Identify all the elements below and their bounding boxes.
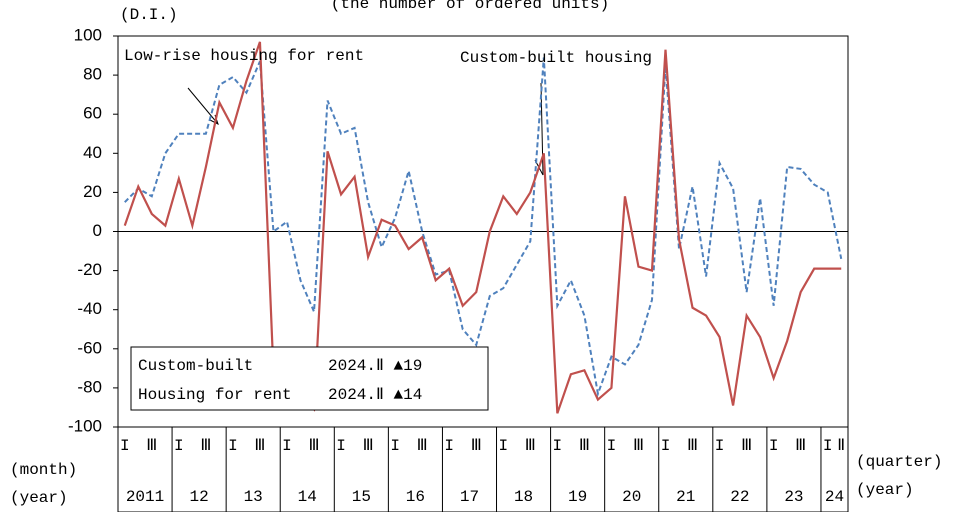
series-line xyxy=(123,41,842,414)
x-tick-label: Ⅲ xyxy=(687,437,698,455)
x-tick-label: I xyxy=(120,437,130,455)
annotation: Low-rise housing for rent xyxy=(124,47,364,65)
x-tick-label: I xyxy=(553,437,563,455)
y-tick-label: -100 xyxy=(68,416,102,435)
legend-text: Housing for rent xyxy=(138,386,292,404)
year-label: 18 xyxy=(514,488,533,506)
year-label: 24 xyxy=(825,488,844,506)
x-tick-label: I xyxy=(607,437,617,455)
x-tick-label: Ⅲ xyxy=(795,437,806,455)
x-label: (month) xyxy=(10,461,77,479)
y-tick-label: -60 xyxy=(77,338,102,357)
x-tick-label: I xyxy=(444,437,454,455)
x-label: (quarter) xyxy=(856,453,942,471)
x-tick-label: Ⅲ xyxy=(309,437,320,455)
x-tick-label: Ⅲ xyxy=(633,437,644,455)
year-label: 20 xyxy=(622,488,641,506)
x-tick-label: I xyxy=(282,437,292,455)
x-label: (year) xyxy=(856,481,914,499)
x-tick-label: I xyxy=(228,437,238,455)
x-tick-label: I xyxy=(390,437,400,455)
y-tick-label: 20 xyxy=(83,182,102,201)
y-tick-label: 60 xyxy=(83,104,102,123)
year-label: 21 xyxy=(676,488,695,506)
x-tick-label: I xyxy=(174,437,184,455)
legend-text: 2024.Ⅱ ▲19 xyxy=(328,357,422,375)
legend-text: Custom-built xyxy=(138,357,253,375)
x-tick-label: Ⅲ xyxy=(254,437,265,455)
x-tick-label: Ⅲ xyxy=(525,437,536,455)
x-tick-label: Ⅲ xyxy=(579,437,590,455)
y-tick-label: -40 xyxy=(77,299,102,318)
x-tick-label: I xyxy=(823,437,833,455)
y-tick-label: 40 xyxy=(83,143,102,162)
year-label: 16 xyxy=(406,488,425,506)
year-label: 14 xyxy=(298,488,317,506)
x-tick-label: I xyxy=(336,437,346,455)
x-tick-label: Ⅲ xyxy=(471,437,482,455)
x-tick-label: Ⅲ xyxy=(363,437,374,455)
y-tick-label: 100 xyxy=(74,25,102,44)
series-line xyxy=(124,57,843,398)
year-label: 13 xyxy=(244,488,263,506)
x-label: (year) xyxy=(10,489,68,507)
x-tick-label: Ⅲ xyxy=(417,437,428,455)
x-tick-label: Ⅲ xyxy=(146,437,157,455)
y-tick-label: -20 xyxy=(77,260,102,279)
year-label: 12 xyxy=(190,488,209,506)
x-tick-label: I xyxy=(661,437,671,455)
year-label: 2011 xyxy=(126,488,164,506)
x-tick-label: I xyxy=(769,437,779,455)
axis-table xyxy=(117,426,849,512)
year-label: 22 xyxy=(730,488,749,506)
year-label: 19 xyxy=(568,488,587,506)
y-axis-label: (D.I.) xyxy=(120,6,178,24)
legend-box xyxy=(130,346,489,411)
chart-title: (the number of ordered units) xyxy=(331,0,609,13)
y-tick-label: 0 xyxy=(93,221,102,240)
x-tick-label: Ⅱ xyxy=(837,437,845,455)
annotation: Custom-built housing xyxy=(460,49,652,67)
year-label: 17 xyxy=(460,488,479,506)
x-tick-label: Ⅲ xyxy=(741,437,752,455)
legend-text: 2024.Ⅱ ▲14 xyxy=(328,386,422,404)
y-tick-label: -80 xyxy=(77,377,102,396)
annotation-arrow xyxy=(187,87,219,125)
year-label: 15 xyxy=(352,488,371,506)
year-label: 23 xyxy=(784,488,803,506)
x-tick-label: I xyxy=(498,437,508,455)
x-tick-label: Ⅲ xyxy=(200,437,211,455)
x-tick-label: I xyxy=(715,437,725,455)
y-tick-label: 80 xyxy=(83,65,102,84)
